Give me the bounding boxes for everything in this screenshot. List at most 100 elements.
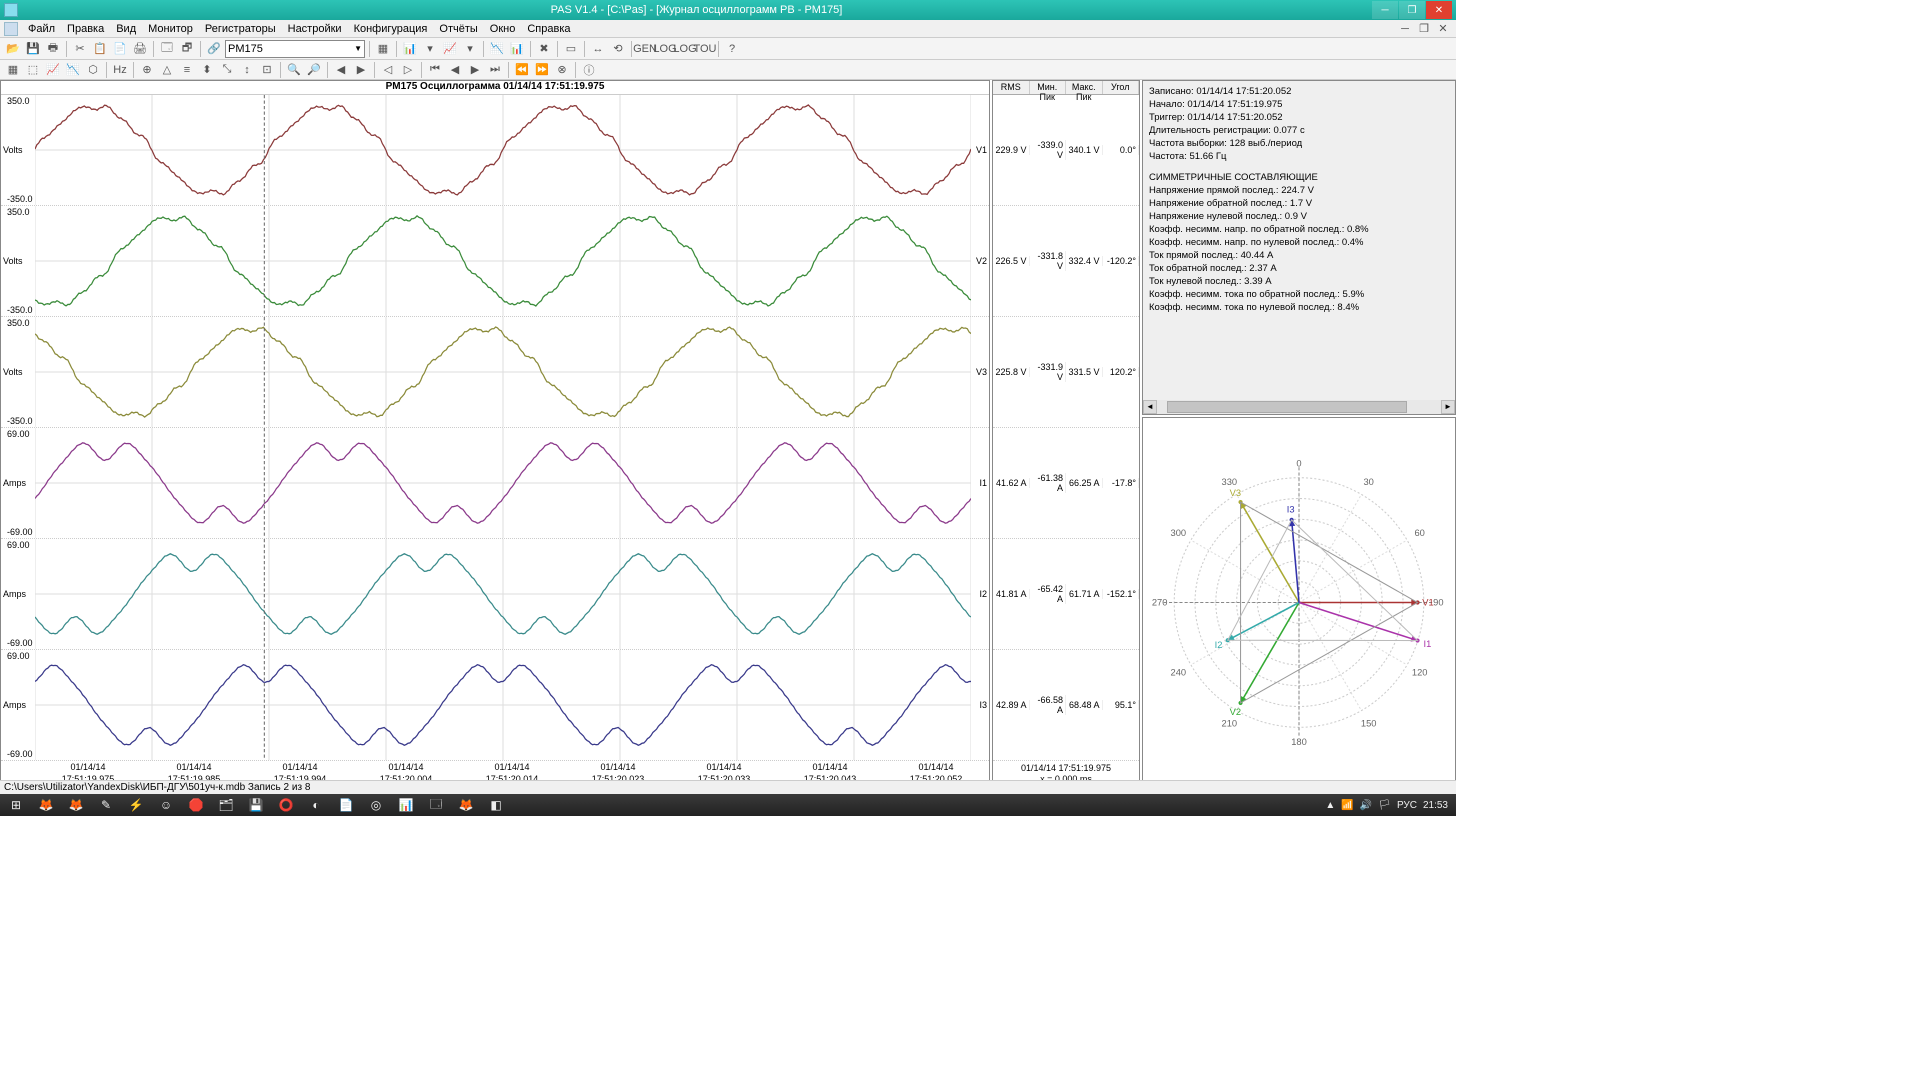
- taskbar-app-0[interactable]: ⊞: [2, 795, 30, 815]
- tb1-btn-36[interactable]: ?: [723, 40, 741, 58]
- tb1-btn-31[interactable]: GEN: [636, 40, 654, 58]
- tb1-btn-26[interactable]: ▭: [562, 40, 580, 58]
- waveform-row-I1[interactable]: 69.00 Amps -69.00 I1: [1, 428, 989, 539]
- taskbar-app-9[interactable]: ⭕: [272, 795, 300, 815]
- tb2-btn-8[interactable]: ⊕: [138, 61, 156, 79]
- info-hscrollbar[interactable]: ◄ ►: [1143, 400, 1455, 414]
- menu-Окно[interactable]: Окно: [484, 21, 522, 37]
- taskbar-app-12[interactable]: ◎: [362, 795, 390, 815]
- taskbar-app-15[interactable]: 🦊: [452, 795, 480, 815]
- tb2-btn-23[interactable]: ▷: [399, 61, 417, 79]
- system-tray[interactable]: ▲ 📶 🔊 🏳 РУС 21:53: [1325, 800, 1454, 811]
- tb1-btn-9[interactable]: 🗔: [158, 40, 176, 58]
- menu-Отчёты[interactable]: Отчёты: [433, 21, 483, 37]
- taskbar-app-11[interactable]: 📄: [332, 795, 360, 815]
- tb1-btn-2[interactable]: 🖶: [44, 40, 62, 58]
- tb1-btn-0[interactable]: 📂: [4, 40, 22, 58]
- waveform-row-I2[interactable]: 69.00 Amps -69.00 I2: [1, 539, 989, 650]
- tb2-btn-28[interactable]: ⏭: [486, 61, 504, 79]
- waveform-row-I3[interactable]: 69.00 Amps -69.00 I3: [1, 650, 989, 761]
- scroll-thumb[interactable]: [1167, 401, 1407, 413]
- tray-flag-icon[interactable]: 🏳: [1378, 800, 1391, 811]
- tb2-btn-1[interactable]: ⬚: [24, 61, 42, 79]
- tb2-btn-6[interactable]: Hz: [111, 61, 129, 79]
- tb1-btn-18[interactable]: 📈: [441, 40, 459, 58]
- taskbar-app-7[interactable]: 🗂: [212, 795, 240, 815]
- tray-lang[interactable]: РУС: [1397, 800, 1417, 811]
- tb1-btn-29[interactable]: ⟲: [609, 40, 627, 58]
- menu-Монитор[interactable]: Монитор: [142, 21, 199, 37]
- menu-Файл[interactable]: Файл: [22, 21, 61, 37]
- taskbar-app-14[interactable]: 🗔: [422, 795, 450, 815]
- taskbar-app-6[interactable]: 🛑: [182, 795, 210, 815]
- menu-Конфигурация[interactable]: Конфигурация: [348, 21, 434, 37]
- tb1-btn-10[interactable]: 🗗: [178, 40, 196, 58]
- waveform-row-V3[interactable]: 350.0 Volts -350.0 V3: [1, 317, 989, 428]
- window-restore-button[interactable]: ❐: [1399, 1, 1425, 19]
- taskbar-app-8[interactable]: 💾: [242, 795, 270, 815]
- tb2-btn-26[interactable]: ◀: [446, 61, 464, 79]
- tb1-btn-17[interactable]: ▾: [421, 40, 439, 58]
- tb2-btn-2[interactable]: 📈: [44, 61, 62, 79]
- tb1-btn-24[interactable]: ✖: [535, 40, 553, 58]
- taskbar-app-2[interactable]: 🦊: [62, 795, 90, 815]
- tb2-btn-11[interactable]: ⬍: [198, 61, 216, 79]
- window-minimize-button[interactable]: ─: [1372, 1, 1398, 19]
- taskbar-app-13[interactable]: 📊: [392, 795, 420, 815]
- tb2-btn-20[interactable]: ▶: [352, 61, 370, 79]
- tb2-btn-27[interactable]: ▶: [466, 61, 484, 79]
- menu-Настройки[interactable]: Настройки: [282, 21, 348, 37]
- taskbar-app-3[interactable]: ✎: [92, 795, 120, 815]
- tb1-btn-33[interactable]: LOG: [676, 40, 694, 58]
- tb2-btn-4[interactable]: ⬡: [84, 61, 102, 79]
- taskbar-app-1[interactable]: 🦊: [32, 795, 60, 815]
- tb2-btn-3[interactable]: 📉: [64, 61, 82, 79]
- device-combo[interactable]: PM175▼: [225, 40, 365, 58]
- tb2-btn-9[interactable]: △: [158, 61, 176, 79]
- tb2-btn-30[interactable]: ⏪: [513, 61, 531, 79]
- tb1-btn-14[interactable]: ▦: [374, 40, 392, 58]
- tb1-btn-6[interactable]: 📄: [111, 40, 129, 58]
- menu-Регистраторы[interactable]: Регистраторы: [199, 21, 282, 37]
- phasor-diagram[interactable]: 0306090120150180210240270300330V1V2V3I1I…: [1142, 417, 1456, 788]
- tb1-btn-5[interactable]: 📋: [91, 40, 109, 58]
- waveform-row-V1[interactable]: 350.0 Volts -350.0 V1: [1, 95, 989, 206]
- tb2-btn-13[interactable]: ↕: [238, 61, 256, 79]
- tray-time[interactable]: 21:53: [1423, 800, 1448, 811]
- scroll-right-button[interactable]: ►: [1441, 400, 1455, 414]
- tb1-btn-4[interactable]: ✂: [71, 40, 89, 58]
- taskbar-app-4[interactable]: ⚡: [122, 795, 150, 815]
- tray-up-icon[interactable]: ▲: [1325, 800, 1335, 811]
- tb1-btn-22[interactable]: 📊: [508, 40, 526, 58]
- tb1-btn-12[interactable]: 🔗: [205, 40, 223, 58]
- tb2-btn-10[interactable]: ≡: [178, 61, 196, 79]
- tb2-btn-25[interactable]: ⏮: [426, 61, 444, 79]
- window-close-button[interactable]: ✕: [1426, 1, 1452, 19]
- tb1-btn-16[interactable]: 📊: [401, 40, 419, 58]
- tray-net-icon[interactable]: 📶: [1341, 800, 1353, 811]
- tb2-btn-31[interactable]: ⏩: [533, 61, 551, 79]
- tb1-btn-19[interactable]: ▾: [461, 40, 479, 58]
- mdi-restore-button[interactable]: ❐: [1415, 20, 1433, 38]
- menu-Справка[interactable]: Справка: [521, 21, 576, 37]
- taskbar-app-10[interactable]: ◐: [302, 795, 330, 815]
- tb2-btn-34[interactable]: ⓘ: [580, 61, 598, 79]
- tb2-btn-14[interactable]: ⊡: [258, 61, 276, 79]
- tb2-btn-16[interactable]: 🔍: [285, 61, 303, 79]
- tb1-btn-32[interactable]: LOG: [656, 40, 674, 58]
- tb2-btn-0[interactable]: ▦: [4, 61, 22, 79]
- tb1-btn-34[interactable]: TOU: [696, 40, 714, 58]
- tb2-btn-32[interactable]: ⊗: [553, 61, 571, 79]
- menu-Вид[interactable]: Вид: [110, 21, 142, 37]
- taskbar-app-5[interactable]: ☺: [152, 795, 180, 815]
- tb2-btn-12[interactable]: ⤡: [218, 61, 236, 79]
- waveform-row-V2[interactable]: 350.0 Volts -350.0 V2: [1, 206, 989, 317]
- tb1-btn-1[interactable]: 💾: [24, 40, 42, 58]
- taskbar-app-16[interactable]: ◧: [482, 795, 510, 815]
- waveform-rows[interactable]: 350.0 Volts -350.0 V1 350.0 Volts -350.0…: [1, 95, 989, 761]
- tray-vol-icon[interactable]: 🔊: [1360, 800, 1372, 811]
- tb1-btn-21[interactable]: 📉: [488, 40, 506, 58]
- tb2-btn-22[interactable]: ◁: [379, 61, 397, 79]
- mdi-minimize-button[interactable]: ─: [1396, 20, 1414, 38]
- tb2-btn-17[interactable]: 🔎: [305, 61, 323, 79]
